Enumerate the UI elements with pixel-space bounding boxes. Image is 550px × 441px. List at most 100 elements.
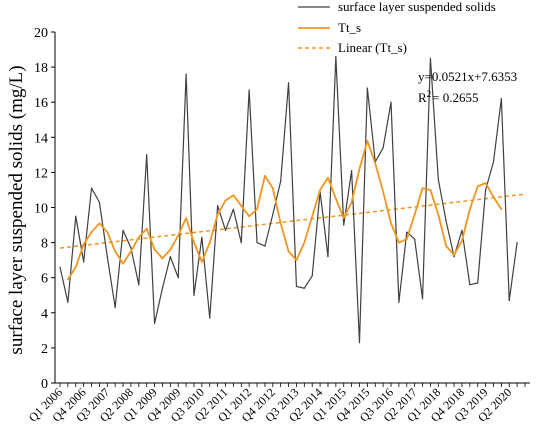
- tt-s-point: [67, 278, 69, 281]
- observed-point: [130, 247, 132, 249]
- tt-s-point: [295, 259, 298, 261]
- y-tick-label: 18: [34, 61, 48, 76]
- observed-point: [224, 229, 227, 231]
- tt-s-point: [382, 190, 384, 193]
- observed-point: [232, 208, 234, 210]
- y-tick-label: 0: [41, 377, 48, 392]
- observed-point: [177, 277, 179, 279]
- tt-s-point: [216, 213, 219, 216]
- tt-s-point: [453, 254, 455, 256]
- observed-point: [508, 299, 510, 302]
- tt-s-point: [74, 266, 77, 268]
- observed-point: [169, 256, 171, 258]
- tt-s-point: [138, 236, 140, 239]
- tt-s-point: [271, 187, 274, 189]
- observed-point: [146, 154, 148, 156]
- y-axis-label: surface layer suspended solids (mg/L): [6, 65, 27, 354]
- tt-s-point: [358, 168, 361, 170]
- observed-point: [500, 98, 502, 100]
- series-layer: [59, 55, 526, 344]
- y-tick-label: 20: [34, 26, 48, 41]
- y-tick-label: 14: [34, 131, 48, 146]
- observed-point: [311, 275, 313, 277]
- observed-point: [295, 285, 298, 288]
- observed-point: [358, 342, 361, 344]
- tt-s-point: [145, 227, 148, 230]
- trend-annotation: y=0.0521x+7.6353 R2= 0.2655: [418, 69, 517, 105]
- observed-point: [516, 242, 518, 244]
- observed-point: [390, 101, 392, 103]
- observed-point: [59, 266, 61, 268]
- observed-point: [445, 220, 447, 223]
- observed-point: [398, 301, 400, 303]
- tt-s-point: [169, 248, 172, 251]
- observed-point: [429, 57, 432, 59]
- tt-s-point: [469, 208, 471, 211]
- observed-point: [248, 89, 250, 91]
- observed-point: [303, 287, 305, 289]
- observed-point: [406, 231, 408, 233]
- observed-point: [382, 147, 384, 149]
- legend-label-observed: surface layer suspended solids: [338, 0, 496, 14]
- observed-point: [343, 224, 345, 226]
- tt-s-point: [98, 222, 101, 225]
- observed-point: [477, 282, 479, 284]
- observed-point: [351, 170, 353, 172]
- y-tick-label: 8: [41, 237, 48, 252]
- tt-s-point: [342, 217, 345, 219]
- observed-point: [98, 201, 101, 203]
- legend-label-tt-s: Tt_s: [338, 20, 361, 35]
- observed-point: [138, 284, 140, 286]
- tt-s-point: [177, 234, 180, 237]
- tt-s-point: [279, 222, 282, 225]
- tt-s-point: [500, 208, 503, 211]
- observed-point: [492, 161, 495, 163]
- tt-s-point: [248, 215, 250, 218]
- y-axis: 0 2 4 6 8 10 12 14 16 18 20: [34, 26, 56, 392]
- trend-line: [59, 193, 526, 249]
- tt-s-point: [256, 208, 258, 211]
- trend-r-squared: R2= 0.2655: [418, 89, 479, 105]
- tt-s-point: [232, 194, 235, 197]
- observed-point: [366, 87, 368, 89]
- legend-label-linear: Linear (Tt_s): [338, 40, 407, 55]
- tt-s-point: [193, 241, 195, 244]
- observed-point: [75, 215, 77, 217]
- series-line-tt-s: [67, 139, 503, 280]
- observed-point: [106, 256, 108, 258]
- tt-s-point: [264, 175, 266, 177]
- tt-s-point: [335, 197, 337, 200]
- tt-s-point: [366, 140, 369, 142]
- tt-s-point: [201, 261, 203, 263]
- tt-s-point: [208, 241, 211, 244]
- observed-point: [161, 287, 164, 289]
- observed-point: [453, 256, 455, 258]
- observed-point: [201, 236, 203, 238]
- observed-point: [287, 82, 290, 84]
- tt-s-point: [390, 222, 392, 225]
- tt-s-point: [484, 182, 487, 184]
- tt-s-point: [122, 262, 124, 265]
- tt-s-point: [130, 250, 132, 253]
- tt-s-point: [240, 204, 243, 207]
- observed-point: [193, 294, 195, 296]
- observed-point: [421, 298, 424, 300]
- observed-point: [437, 178, 439, 181]
- tt-s-point: [437, 213, 440, 216]
- tt-s-point: [413, 213, 416, 216]
- y-tick-label: 16: [34, 96, 48, 111]
- tt-s-point: [161, 257, 164, 260]
- tt-s-point: [461, 240, 463, 242]
- tt-s-point: [405, 238, 408, 240]
- observed-point: [264, 245, 266, 247]
- tt-s-point: [374, 162, 377, 165]
- observed-point: [484, 189, 487, 191]
- observed-point: [272, 213, 274, 216]
- y-tick-label: 6: [41, 272, 48, 287]
- observed-point: [256, 242, 258, 244]
- legend: surface layer suspended solids Tt_s Line…: [298, 0, 496, 55]
- observed-point: [327, 256, 329, 258]
- tt-s-point: [114, 250, 116, 253]
- tt-s-point: [429, 189, 432, 191]
